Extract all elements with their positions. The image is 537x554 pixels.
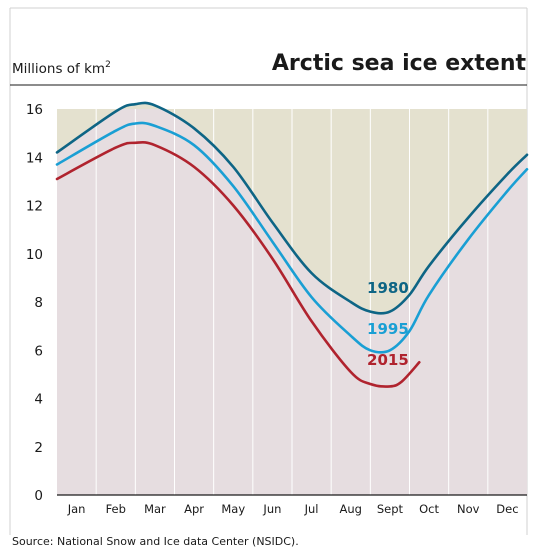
- y-axis-label-main: Millions of km: [12, 61, 105, 77]
- y-tick-label: 6: [34, 343, 43, 359]
- y-tick-label: 16: [26, 102, 43, 118]
- series-line-1995: [55, 121, 529, 354]
- x-tick-label: Apr: [184, 502, 204, 516]
- x-tick-label: Aug: [340, 502, 362, 516]
- y-tick-label: 10: [26, 247, 43, 263]
- series-label-2015: 2015: [367, 351, 409, 369]
- x-tick-label: May: [221, 502, 245, 516]
- x-tick-label: Jan: [67, 502, 86, 516]
- source-note: Source: National Snow and Ice data Cente…: [12, 535, 299, 548]
- y-tick-label: 2: [34, 440, 43, 456]
- y-axis-label-superscript: 2: [105, 60, 111, 70]
- x-tick-label: Mar: [144, 502, 166, 516]
- y-tick-label: 8: [34, 295, 43, 311]
- y-tick-label: 14: [26, 150, 43, 166]
- y-axis-label: Millions of km2: [12, 60, 111, 77]
- series-label-1980: 1980: [367, 279, 409, 297]
- series-line-1980: [55, 101, 529, 315]
- x-tick-label: Sept: [377, 502, 404, 516]
- y-tick-label: 0: [34, 488, 43, 504]
- x-tick-label: Nov: [457, 502, 480, 516]
- x-tick-label: Oct: [419, 502, 439, 516]
- x-tick-label: Feb: [106, 502, 126, 516]
- x-tick-label: Jun: [262, 502, 281, 516]
- x-tick-label: Jul: [304, 502, 319, 516]
- y-tick-label: 4: [34, 392, 43, 408]
- plot-area: 0 2 4 6 8 10 12 14 16 Jan Feb Mar Apr May Jun Jul Aug Sep…: [26, 101, 529, 516]
- series-line-2015: [55, 141, 421, 388]
- series-label-1995: 1995: [367, 320, 409, 338]
- x-tick-label: Dec: [496, 502, 518, 516]
- chart-title: Arctic sea ice extent: [272, 51, 527, 76]
- y-tick-label: 12: [26, 199, 43, 215]
